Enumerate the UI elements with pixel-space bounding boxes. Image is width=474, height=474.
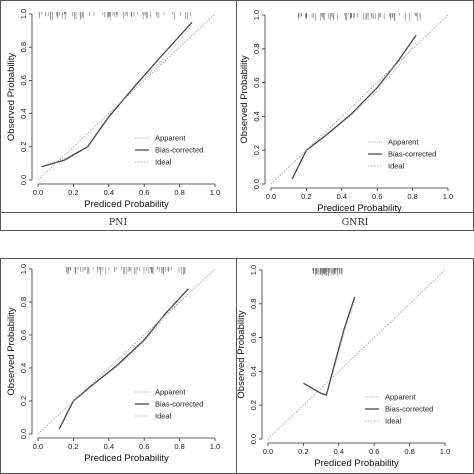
y-tick-label: 0.6 <box>249 332 258 342</box>
legend-label: Apparent <box>155 134 186 143</box>
y-tick-label: 0.6 <box>252 77 261 87</box>
x-tick-label: 0.6 <box>372 192 382 201</box>
x-tick-label: 0.4 <box>104 442 114 451</box>
series-line-apparent <box>58 293 189 430</box>
legend-label: Bias-corrected <box>385 405 433 414</box>
panel-frame-top-left <box>0 0 237 213</box>
calibration-plot-3: 0.0 0.2 0.4 0.6 0.8 1.0 0.0 0.2 0.4 0.6 0.8 1.0 Pred… <box>6 264 220 464</box>
series-line-ideal <box>270 14 449 185</box>
y-axis-title: Observed Probability <box>6 53 17 141</box>
y-tick-label: 0.0 <box>252 179 261 189</box>
x-tick-label: 0.4 <box>334 447 344 456</box>
x-tick-label: 0.0 <box>33 442 43 451</box>
x-tick-label: 0.8 <box>404 447 414 456</box>
x-tick-label: 0.8 <box>174 442 184 451</box>
y-tick-label: 0.6 <box>19 330 28 340</box>
legend-label: Ideal <box>155 412 172 421</box>
caption-pni: PNI <box>109 217 128 228</box>
y-tick-label: 0.4 <box>252 111 261 121</box>
calibration-plot-1: 0.0 0.2 0.4 0.6 0.8 1.0 0.0 0.2 0.4 0.6 0.8 1.0 Pred… <box>6 9 220 210</box>
series-line-ideal <box>37 268 216 435</box>
legend-label: Bias-corrected <box>155 146 203 155</box>
series-line-ideal <box>37 13 216 181</box>
x-axis-title: Prediced Probability <box>84 453 169 464</box>
x-tick-label: 0.2 <box>298 447 308 456</box>
panel-frame-top-right <box>236 0 474 213</box>
rug-plot <box>66 267 186 275</box>
legend: Apparent Bias-corrected Ideal <box>365 393 433 426</box>
y-tick-label: 0.2 <box>252 145 261 155</box>
calibration-plot-4: 0.0 0.2 0.4 0.6 0.8 1.0 0.0 0.2 0.4 0.6 0.8 1.0 Pred… <box>236 265 450 469</box>
rug-plot <box>312 268 343 276</box>
x-tick-label: 0.0 <box>263 447 273 456</box>
series-line-ideal <box>267 269 446 440</box>
chart-panels: 0.0 0.2 0.4 0.6 0.8 1.0 0.0 0.2 0.4 0.6 0.8 1.0 Pred… <box>6 9 453 469</box>
x-tick-label: 1.0 <box>443 192 453 201</box>
y-axis-title: Observed Probability <box>239 55 250 143</box>
x-axis-title: Prediced Probability <box>317 203 402 214</box>
x-tick-label: 0.6 <box>369 447 379 456</box>
x-tick-label: 0.4 <box>104 188 114 197</box>
legend-label: Apparent <box>155 388 186 397</box>
series-line-apparent <box>303 300 356 394</box>
x-tick-label: 0.4 <box>337 192 347 201</box>
y-tick-label: 1.0 <box>252 10 261 20</box>
y-tick-label: 1.0 <box>19 264 28 274</box>
x-tick-label: 0.0 <box>33 188 43 197</box>
legend-label: Ideal <box>385 417 402 426</box>
y-axis-title: Observed Probability <box>236 310 247 398</box>
y-tick-label: 0.2 <box>19 396 28 406</box>
y-tick-label: 0.4 <box>19 108 28 118</box>
legend: Apparent Bias-corrected Ideal <box>368 138 436 171</box>
legend-label: Ideal <box>155 158 172 167</box>
x-tick-label: 0.2 <box>68 442 78 451</box>
y-tick-label: 0.8 <box>249 299 258 309</box>
legend: Apparent Bias-corrected Ideal <box>135 134 203 167</box>
y-tick-label: 0.6 <box>19 75 28 85</box>
legend-label: Apparent <box>388 138 419 147</box>
legend-label: Ideal <box>388 162 405 171</box>
y-tick-label: 0.0 <box>19 175 28 185</box>
y-tick-label: 0.8 <box>19 42 28 52</box>
legend-label: Bias-corrected <box>155 400 203 409</box>
y-tick-label: 0.4 <box>19 363 28 373</box>
rug-plot <box>298 13 421 21</box>
y-tick-label: 0.2 <box>249 400 258 410</box>
y-tick-label: 1.0 <box>19 9 28 19</box>
caption-row-frame <box>0 212 474 231</box>
y-tick-label: 1.0 <box>249 265 258 275</box>
rug-plot <box>38 12 191 20</box>
y-tick-label: 0.8 <box>19 297 28 307</box>
x-tick-label: 1.0 <box>440 447 450 456</box>
legend: Apparent Bias-corrected Ideal <box>135 388 203 421</box>
series-line-apparent <box>41 25 193 168</box>
y-tick-label: 0.8 <box>252 44 261 54</box>
caption-gnri: GNRI <box>342 217 369 228</box>
x-tick-label: 0.8 <box>174 188 184 197</box>
legend-label: Apparent <box>385 393 416 402</box>
y-tick-label: 0.0 <box>249 434 258 444</box>
x-tick-label: 0.2 <box>68 188 78 197</box>
x-tick-label: 0.2 <box>301 192 311 201</box>
y-tick-label: 0.4 <box>249 366 258 376</box>
y-tick-label: 0.2 <box>19 142 28 152</box>
x-tick-label: 1.0 <box>210 188 220 197</box>
series-line-bias-corrected <box>41 21 193 168</box>
x-tick-label: 0.8 <box>407 192 417 201</box>
x-axis-title: Prediced Probability <box>84 199 169 210</box>
x-tick-label: 1.0 <box>210 442 220 451</box>
y-axis-title: Observed Probability <box>6 307 17 395</box>
x-tick-label: 0.6 <box>139 442 149 451</box>
y-tick-label: 0.0 <box>19 429 28 439</box>
legend-label: Bias-corrected <box>388 150 436 159</box>
x-axis-title: Prediced Probability <box>314 458 399 469</box>
x-tick-label: 0.0 <box>266 192 276 201</box>
series-line-bias-corrected <box>303 296 356 396</box>
calibration-plot-2: 0.0 0.2 0.4 0.6 0.8 1.0 0.0 0.2 0.4 0.6 0.8 1.0 Pred… <box>239 10 453 214</box>
panel-frame-bottom-right <box>236 258 474 474</box>
x-tick-label: 0.6 <box>139 188 149 197</box>
